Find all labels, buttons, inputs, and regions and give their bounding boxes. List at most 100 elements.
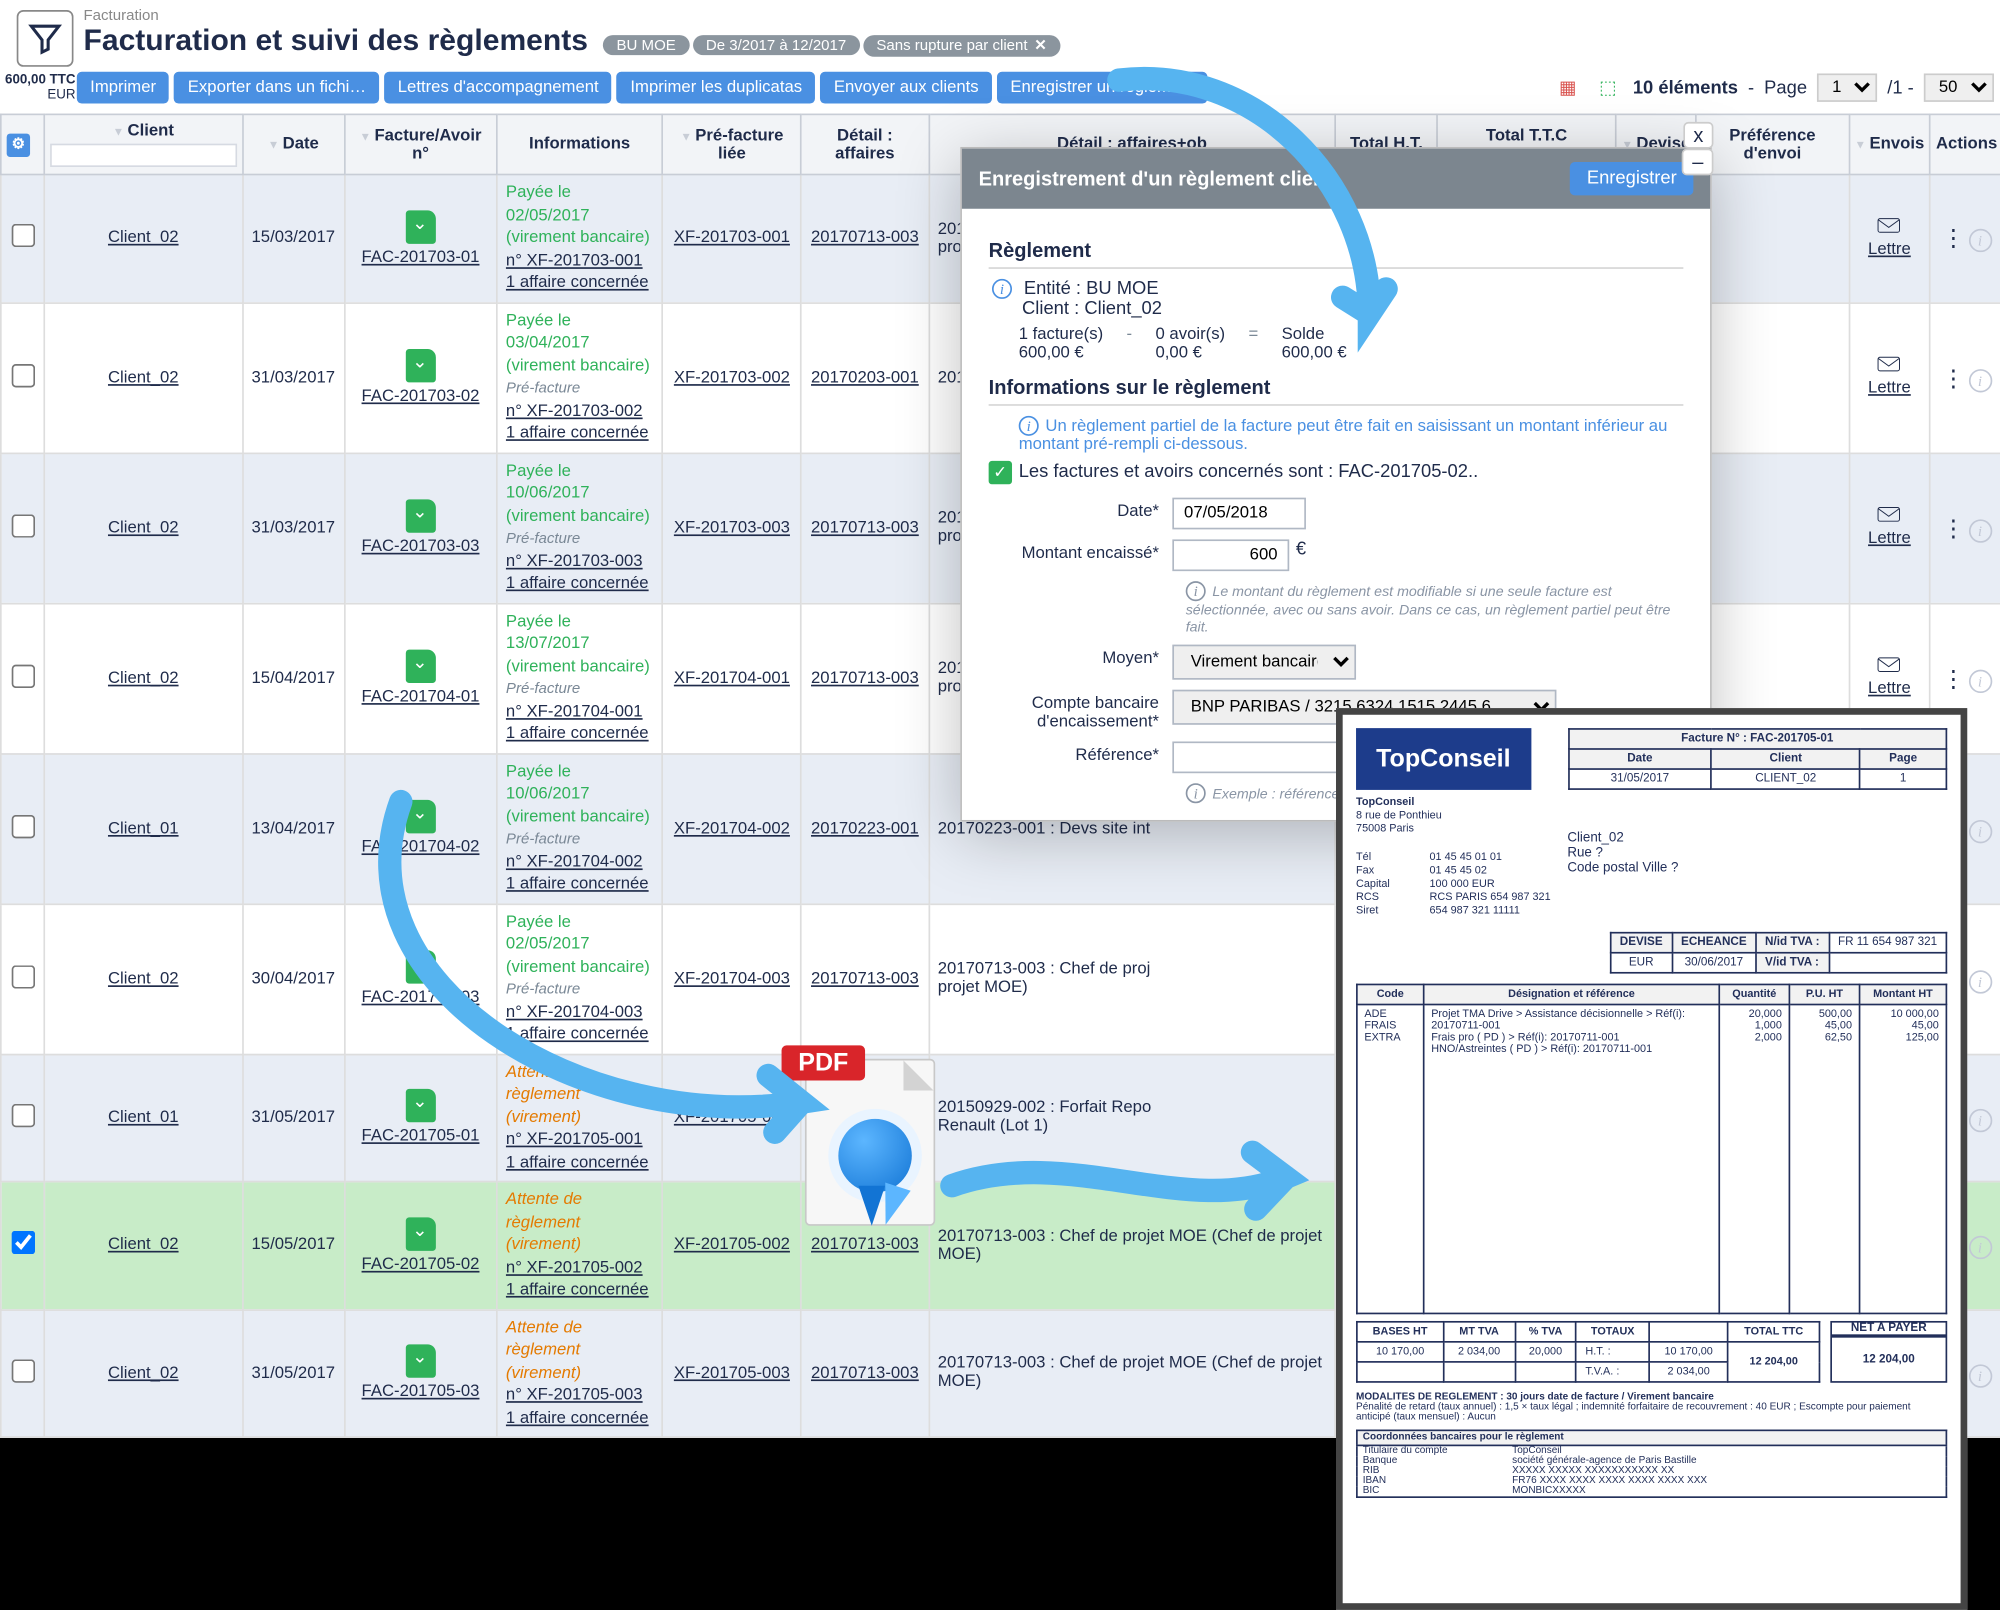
file-icon[interactable] [405, 950, 435, 983]
invoice-link[interactable]: FAC-201704-02 [362, 838, 480, 856]
invoice-link[interactable]: FAC-201704-03 [362, 989, 480, 1007]
file-icon[interactable] [405, 1089, 435, 1122]
more-icon[interactable]: ⋮ [1942, 224, 1962, 252]
affaire-link[interactable]: 20170203-001 [811, 368, 919, 386]
file-icon[interactable] [405, 650, 435, 683]
client-link[interactable]: Client_02 [108, 519, 179, 537]
row-checkbox[interactable] [11, 363, 34, 386]
row-checkbox[interactable] [11, 664, 34, 687]
file-icon[interactable] [405, 800, 435, 833]
affaire-link[interactable]: 20170223-001 [811, 819, 919, 837]
prefacture-link[interactable]: XF-201704-002 [674, 819, 790, 837]
invoice-link[interactable]: FAC-201705-03 [362, 1383, 480, 1401]
envois-cell[interactable]: Lettre [1849, 302, 1930, 452]
filter-client[interactable] [50, 144, 236, 167]
col-prefacture[interactable]: Pré-facture liée [663, 114, 802, 174]
method-select[interactable]: Virement bancaire [1172, 645, 1356, 680]
prefacture-link[interactable]: XF-201705-001 [674, 1108, 790, 1126]
affaire-link[interactable]: 20170713-003 [811, 969, 919, 987]
client-link[interactable]: Client_02 [108, 969, 179, 987]
client-link[interactable]: Client_02 [108, 1364, 179, 1382]
invoice-link[interactable]: FAC-201703-02 [362, 387, 480, 405]
client-link[interactable]: Client_02 [108, 1236, 179, 1254]
client-link[interactable]: Client_02 [108, 669, 179, 687]
minimize-icon[interactable]: – [1682, 149, 1713, 176]
prefacture-link[interactable]: XF-201703-001 [674, 229, 790, 247]
prefacture-link[interactable]: XF-201705-002 [674, 1236, 790, 1254]
affaire-link[interactable]: 20170713-003 [811, 669, 919, 687]
close-icon[interactable]: x [1683, 122, 1713, 149]
prefacture-link[interactable]: XF-201704-001 [674, 669, 790, 687]
info-icon[interactable]: i [1968, 519, 1991, 542]
chart-icon[interactable]: ▦ [1553, 73, 1583, 103]
file-icon[interactable] [405, 210, 435, 243]
info-icon[interactable]: i [1968, 1236, 1991, 1259]
invoice-link[interactable]: FAC-201705-02 [362, 1255, 480, 1273]
affaire-link[interactable]: 20170713-003 [811, 229, 919, 247]
filter-chip[interactable]: De 3/2017 à 12/2017 [693, 35, 860, 55]
client-link[interactable]: Client_01 [108, 1108, 179, 1126]
page-select[interactable]: 1 [1817, 73, 1877, 101]
check-icon: ✓ [989, 461, 1012, 484]
prefacture-link[interactable]: XF-201703-002 [674, 368, 790, 386]
save-button[interactable]: Enregistrer [1570, 162, 1693, 195]
info-icon[interactable]: i [1968, 1364, 1991, 1387]
row-checkbox[interactable] [11, 1359, 34, 1382]
row-checkbox[interactable] [11, 1231, 34, 1254]
invoice-link[interactable]: FAC-201705-01 [362, 1128, 480, 1146]
more-icon[interactable]: ⋮ [1942, 514, 1962, 542]
config-columns-icon[interactable]: ⚙ [7, 133, 30, 156]
envois-cell[interactable]: Lettre [1849, 175, 1930, 303]
col-envois[interactable]: Envois [1849, 114, 1930, 174]
more-icon[interactable]: ⋮ [1942, 664, 1962, 692]
col-facture[interactable]: Facture/Avoir n° [344, 114, 496, 174]
row-checkbox[interactable] [11, 964, 34, 987]
filter-chip[interactable]: Sans rupture par client✕ [863, 35, 1060, 57]
more-icon[interactable]: ⋮ [1942, 363, 1962, 391]
client-link[interactable]: Client_02 [108, 229, 179, 247]
file-icon[interactable] [405, 1217, 435, 1250]
filter-icon[interactable] [17, 10, 74, 67]
info-icon[interactable]: i [1968, 669, 1991, 692]
invoice-link[interactable]: FAC-201703-03 [362, 538, 480, 556]
affaire-link[interactable]: 20170713-003 [811, 519, 919, 537]
row-checkbox[interactable] [11, 224, 34, 247]
info-icon[interactable]: i [1968, 819, 1991, 842]
print-button[interactable]: Imprimer [77, 72, 170, 104]
info-icon[interactable]: i [1968, 969, 1991, 992]
send-button[interactable]: Envoyer aux clients [820, 72, 992, 104]
date-cell: 13/04/2017 [242, 753, 344, 903]
excel-icon[interactable]: ⬚ [1593, 73, 1623, 103]
file-icon[interactable] [405, 1345, 435, 1378]
seal-icon [838, 1119, 911, 1192]
col-client[interactable]: Client [44, 114, 242, 174]
invoice-link[interactable]: FAC-201704-01 [362, 688, 480, 706]
per-page-select[interactable]: 50 [1924, 73, 1994, 101]
col-date[interactable]: Date [242, 114, 344, 174]
info-icon[interactable]: i [1968, 229, 1991, 252]
duplicates-button[interactable]: Imprimer les duplicatas [617, 72, 815, 104]
info-icon[interactable]: i [1968, 368, 1991, 391]
col-info: Informations [497, 114, 663, 174]
row-checkbox[interactable] [11, 1103, 34, 1126]
filter-chip[interactable]: BU MOE [603, 35, 689, 55]
client-link[interactable]: Client_01 [108, 819, 179, 837]
export-button[interactable]: Exporter dans un fichi… [174, 72, 379, 104]
amount-field[interactable] [1172, 539, 1289, 571]
info-icon[interactable]: i [1968, 1108, 1991, 1131]
row-checkbox[interactable] [11, 514, 34, 537]
date-field[interactable] [1172, 498, 1306, 530]
prefacture-link[interactable]: XF-201705-003 [674, 1364, 790, 1382]
file-icon[interactable] [405, 499, 435, 532]
prefacture-link[interactable]: XF-201704-003 [674, 969, 790, 987]
record-payment-button[interactable]: Enregistrer un règlement [997, 72, 1208, 104]
letters-button[interactable]: Lettres d'accompagnement [384, 72, 612, 104]
client-link[interactable]: Client_02 [108, 368, 179, 386]
row-checkbox[interactable] [11, 814, 34, 837]
invoice-link[interactable]: FAC-201703-01 [362, 248, 480, 266]
date-cell: 15/03/2017 [242, 175, 344, 303]
prefacture-link[interactable]: XF-201703-003 [674, 519, 790, 537]
file-icon[interactable] [405, 349, 435, 382]
affaire-link[interactable]: 20170713-003 [811, 1364, 919, 1382]
envois-cell[interactable]: Lettre [1849, 453, 1930, 603]
